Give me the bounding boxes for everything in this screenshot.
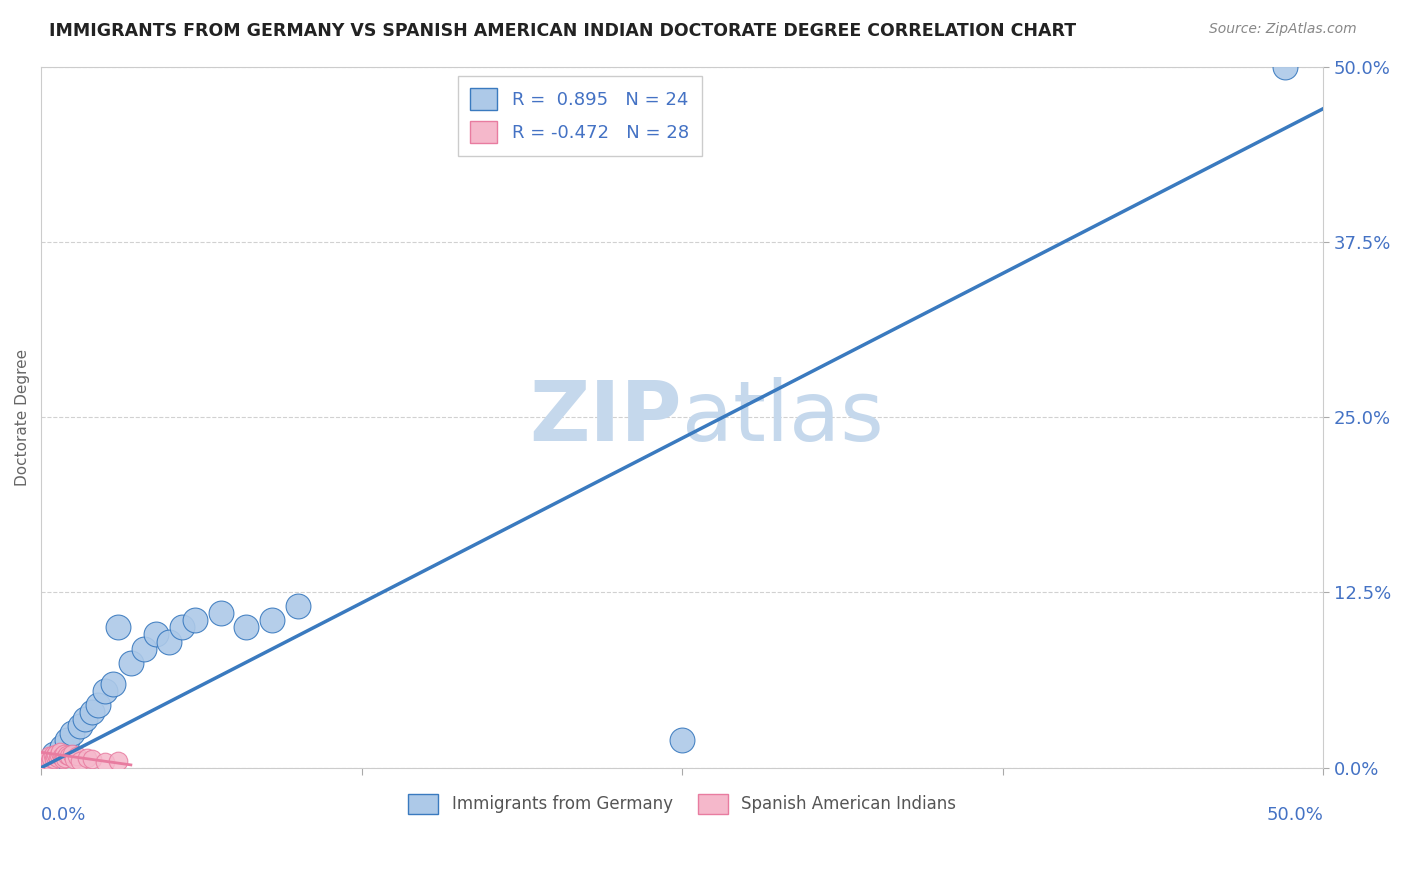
Point	[260, 614, 283, 628]
Point	[38, 749, 60, 764]
Point	[120, 656, 142, 670]
Point	[53, 747, 76, 761]
Point	[76, 751, 98, 765]
Point	[58, 749, 80, 764]
Point	[107, 754, 129, 768]
Point	[49, 745, 72, 759]
Point	[46, 751, 69, 765]
Point	[184, 614, 207, 628]
Point	[157, 634, 180, 648]
Text: atlas: atlas	[682, 376, 884, 458]
Point	[94, 755, 117, 769]
Point	[63, 752, 86, 766]
Point	[41, 748, 63, 763]
Point	[60, 747, 83, 761]
Point	[107, 620, 129, 634]
Point	[145, 627, 167, 641]
Point	[82, 752, 104, 766]
Text: 0.0%: 0.0%	[41, 806, 87, 824]
Point	[55, 748, 77, 763]
Text: ZIP: ZIP	[530, 376, 682, 458]
Point	[69, 754, 91, 768]
Point	[86, 698, 108, 712]
Text: Source: ZipAtlas.com: Source: ZipAtlas.com	[1209, 22, 1357, 37]
Point	[32, 756, 55, 771]
Point	[55, 732, 77, 747]
Point	[39, 754, 62, 768]
Point	[82, 705, 104, 719]
Point	[209, 607, 232, 621]
Point	[287, 599, 309, 614]
Text: 50.0%: 50.0%	[1267, 806, 1323, 824]
Text: IMMIGRANTS FROM GERMANY VS SPANISH AMERICAN INDIAN DOCTORATE DEGREE CORRELATION : IMMIGRANTS FROM GERMANY VS SPANISH AMERI…	[49, 22, 1077, 40]
Point	[101, 676, 124, 690]
Point	[132, 641, 155, 656]
Point	[69, 718, 91, 732]
Point	[51, 749, 73, 764]
Point	[60, 725, 83, 739]
Point	[55, 751, 77, 765]
Point	[41, 751, 63, 765]
Point	[45, 747, 67, 761]
Point	[35, 755, 58, 769]
Point	[48, 748, 70, 763]
Point	[172, 620, 194, 634]
Point	[1274, 60, 1296, 74]
Point	[52, 752, 75, 766]
Point	[34, 754, 56, 768]
Y-axis label: Doctorate Degree: Doctorate Degree	[15, 349, 30, 486]
Point	[38, 754, 60, 768]
Point	[94, 683, 117, 698]
Point	[44, 749, 66, 764]
Legend: Immigrants from Germany, Spanish American Indians: Immigrants from Germany, Spanish America…	[399, 786, 965, 822]
Point	[235, 620, 257, 634]
Point	[42, 747, 65, 761]
Point	[73, 712, 96, 726]
Point	[51, 739, 73, 754]
Point	[37, 752, 59, 766]
Point	[671, 732, 693, 747]
Point	[66, 749, 89, 764]
Point	[42, 752, 65, 766]
